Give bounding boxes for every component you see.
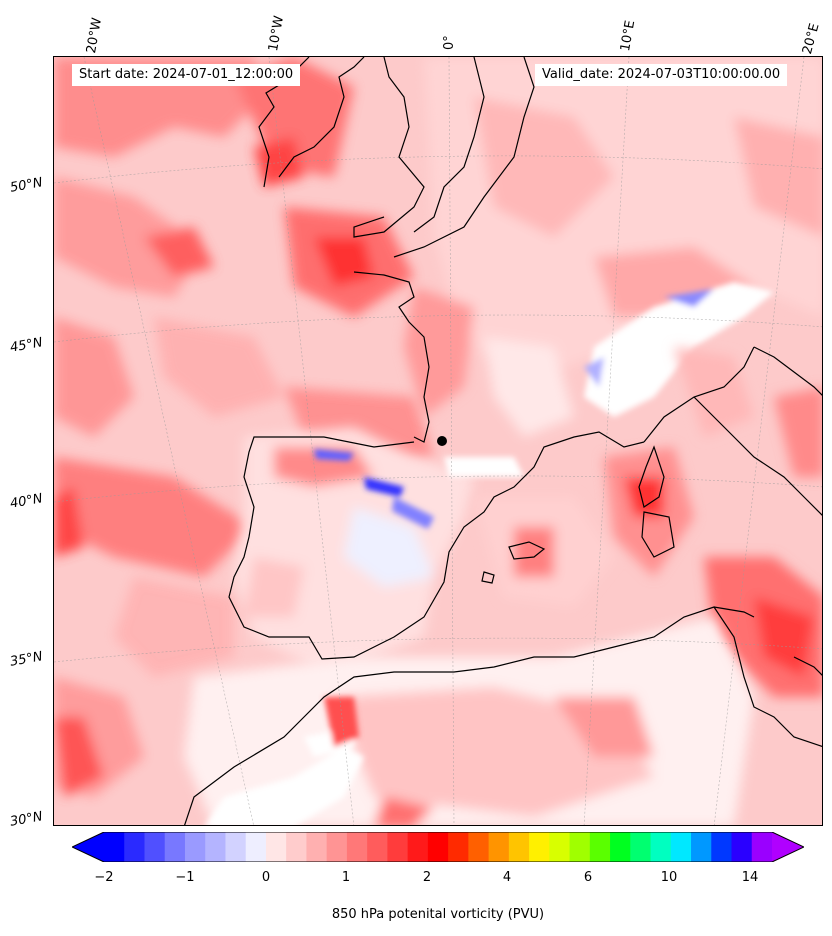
colorbar-segment bbox=[124, 832, 145, 862]
colorbar-tick: 6 bbox=[583, 870, 593, 885]
colorbar-segment bbox=[104, 832, 125, 862]
colorbar-segment bbox=[448, 832, 469, 862]
colorbar-segment bbox=[549, 832, 571, 862]
map-field bbox=[54, 57, 822, 825]
lat-label-45n: 45°N bbox=[8, 335, 44, 356]
lon-label-20w: 20°W bbox=[84, 16, 106, 55]
colorbar-tick: 0 bbox=[261, 870, 271, 885]
map-panel bbox=[53, 56, 823, 826]
colorbar-segment bbox=[164, 832, 186, 862]
colorbar-tick: −1 bbox=[175, 870, 195, 885]
colorbar-segment bbox=[468, 832, 490, 862]
lon-label-20e: 20°E bbox=[800, 21, 823, 56]
lat-label-30n: 30°N bbox=[8, 809, 44, 830]
colorbar-segment bbox=[265, 832, 287, 862]
lon-label-0: 0° bbox=[442, 35, 457, 50]
colorbar-segment bbox=[630, 832, 652, 862]
colorbar-extend-under bbox=[72, 832, 104, 862]
lon-label-10w: 10°W bbox=[266, 14, 288, 53]
lon-label-10e-text: 10°E bbox=[618, 19, 639, 53]
colorbar-tick: 4 bbox=[502, 870, 512, 885]
lat-label-50n: 50°N bbox=[8, 175, 44, 196]
colorbar-segment bbox=[144, 832, 166, 862]
colorbar-segment bbox=[205, 832, 226, 862]
colorbar-segment bbox=[245, 832, 267, 862]
colorbar-segment bbox=[589, 832, 611, 862]
colorbar-segment bbox=[286, 832, 307, 862]
colorbar bbox=[72, 832, 804, 862]
colorbar-segment bbox=[529, 832, 550, 862]
colorbar-segment bbox=[488, 832, 510, 862]
colorbar-extend-over bbox=[772, 832, 804, 862]
start-date-label: Start date: 2024-07-01_12:00:00 bbox=[72, 64, 301, 86]
lat-label-40n: 40°N bbox=[8, 491, 44, 512]
colorbar-segment bbox=[225, 832, 247, 862]
colorbar-tick: −2 bbox=[94, 870, 114, 885]
colorbar-segment bbox=[751, 832, 773, 862]
colorbar-segment bbox=[508, 832, 530, 862]
colorbar-segment bbox=[306, 832, 328, 862]
colorbar-segment bbox=[407, 832, 429, 862]
colorbar-segment bbox=[387, 832, 409, 862]
colorbar-tick: 2 bbox=[422, 870, 432, 885]
colorbar-segment bbox=[346, 832, 368, 862]
lat-label-35n: 35°N bbox=[8, 649, 44, 670]
colorbar-segment bbox=[184, 832, 206, 862]
colorbar-segment bbox=[711, 832, 733, 862]
colorbar-segment bbox=[691, 832, 712, 862]
colorbar-tick: 14 bbox=[741, 870, 759, 885]
colorbar-segment bbox=[569, 832, 591, 862]
colorbar-label: 850 hPa potenital vorticity (PVU) bbox=[331, 907, 545, 922]
colorbar-segment bbox=[367, 832, 388, 862]
colorbar-tick: 1 bbox=[341, 870, 351, 885]
colorbar-segment bbox=[610, 832, 631, 862]
colorbar-segment bbox=[731, 832, 753, 862]
colorbar-segment bbox=[427, 832, 449, 862]
colorbar-segment bbox=[326, 832, 348, 862]
colorbar-segment bbox=[670, 832, 692, 862]
valid-date-label: Valid_date: 2024-07-03T10:00:00.00 bbox=[535, 64, 788, 86]
colorbar-segment bbox=[650, 832, 672, 862]
colorbar-tick: 10 bbox=[660, 870, 678, 885]
